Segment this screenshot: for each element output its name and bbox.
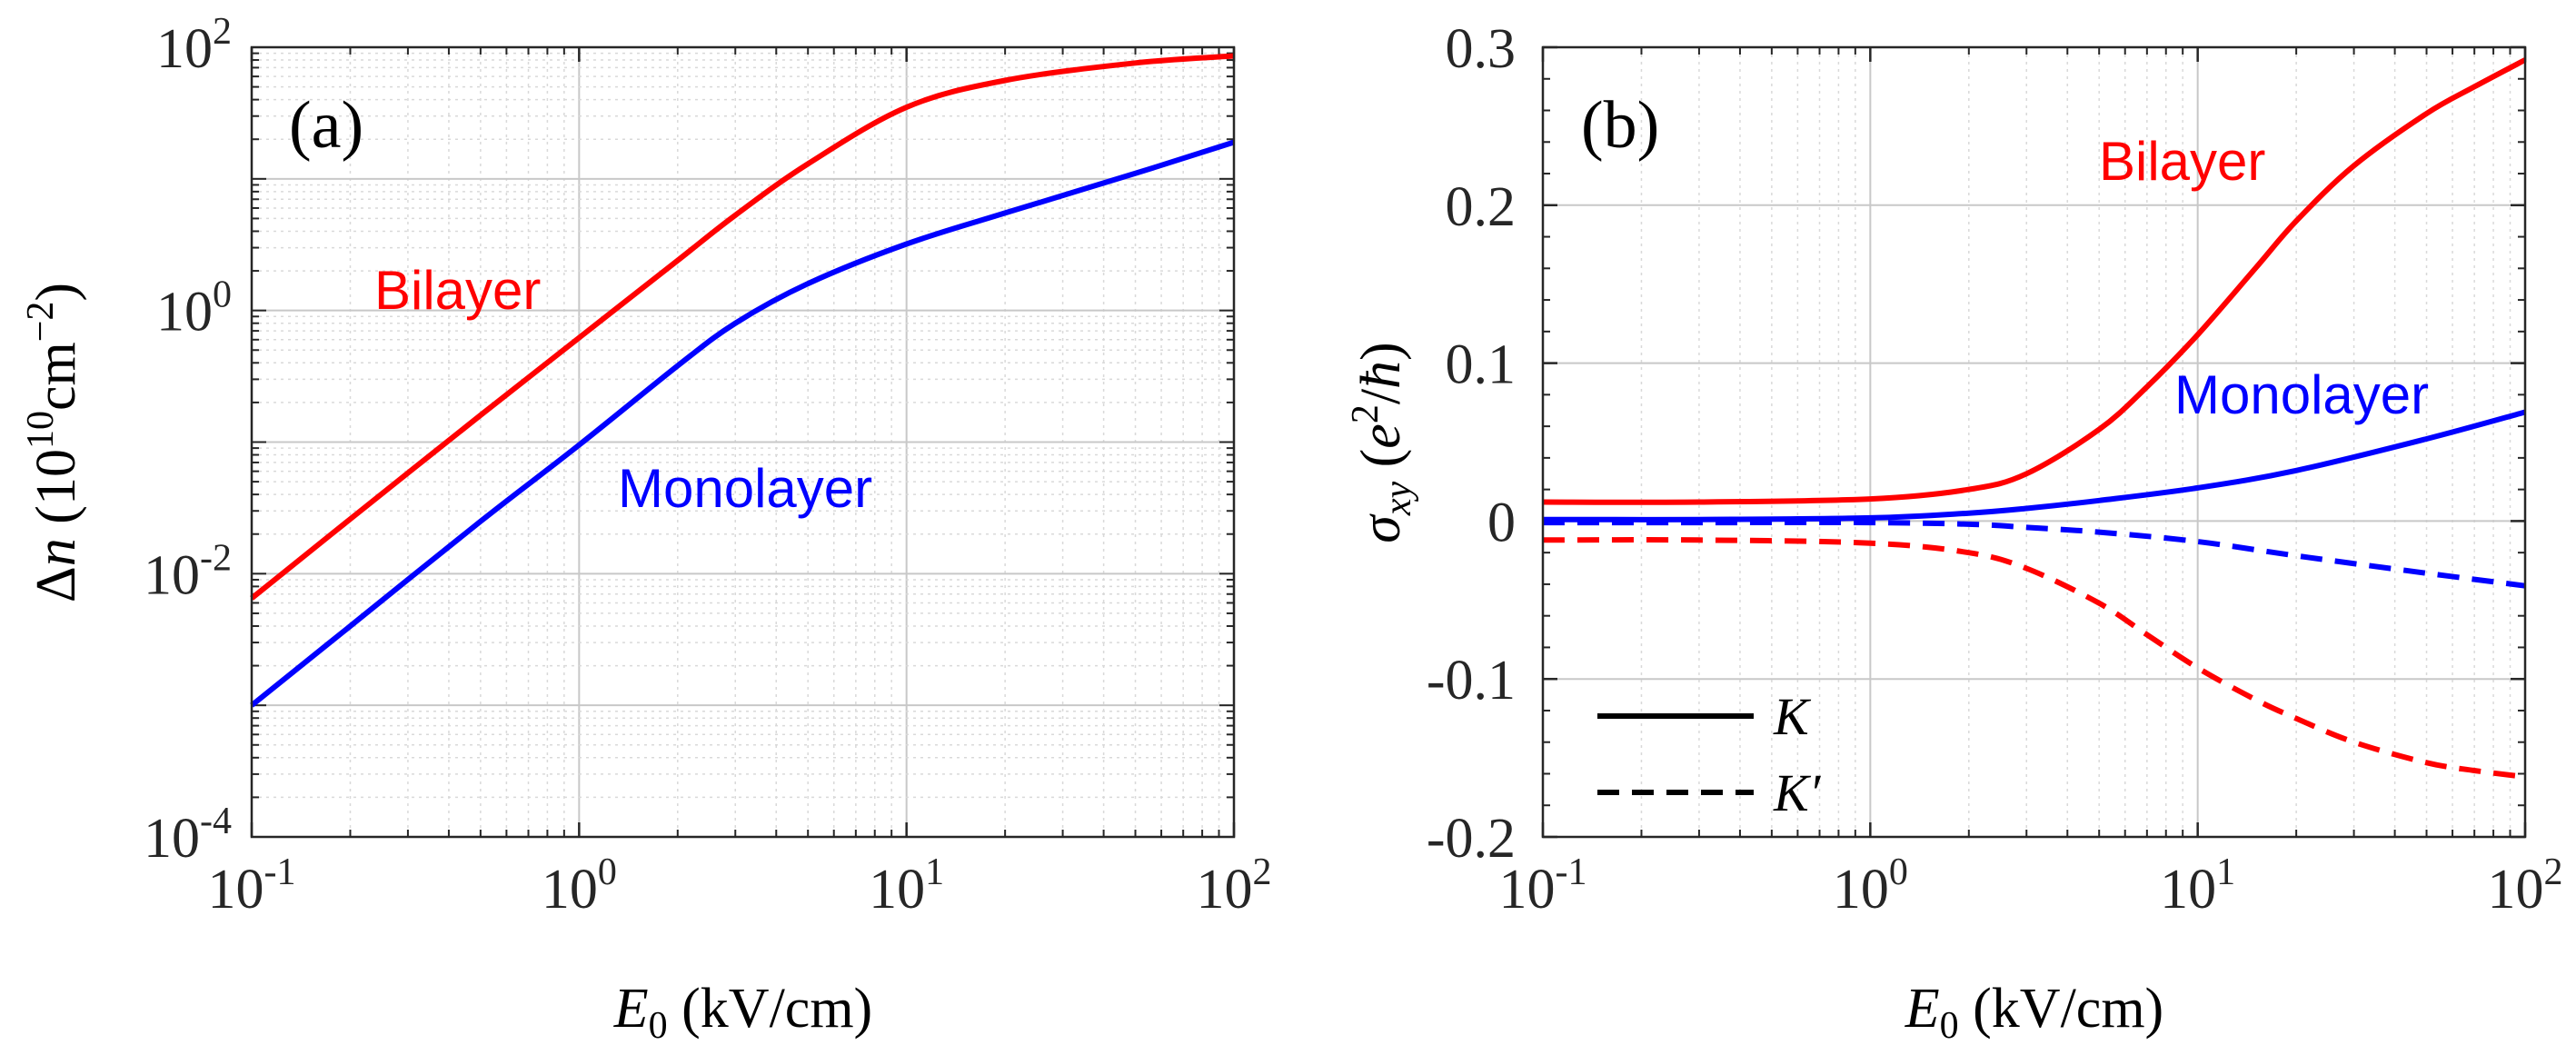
panel-b-xlabel: E0 (kV/cm) <box>1905 978 2163 1047</box>
panel-a-ylabel: Δn (1010cm−2) <box>20 283 87 602</box>
legend-label-k: K <box>1773 687 1812 746</box>
panel-b-axes-frame <box>1541 45 2527 839</box>
x-tick-label: 100 <box>542 851 617 921</box>
x-tick-label: 10-1 <box>208 851 296 921</box>
panel-b: 10-1 100 101 102 0.3 0.2 0.1 0 -0.1 -0.2 (b) Bila… <box>1345 18 2563 1047</box>
y-tick-label: 100 <box>156 274 232 343</box>
y-tick-label: 0.2 <box>1446 176 1517 238</box>
y-tick-label: 10-2 <box>144 537 232 606</box>
x-tick-label: 10-1 <box>1499 851 1587 921</box>
panel-b-annotation-bilayer: Bilayer <box>2099 131 2265 192</box>
panel-a-xlabel: E0 (kV/cm) <box>613 978 872 1047</box>
y-tick-label: 102 <box>156 11 232 80</box>
x-tick-label: 102 <box>2488 851 2563 921</box>
y-tick-label: 0.1 <box>1446 334 1517 396</box>
y-tick-label: -0.2 <box>1427 808 1516 870</box>
y-tick-label: 0.3 <box>1446 18 1517 80</box>
series-line-bilayer-k <box>1542 57 2527 505</box>
y-tick-label: 0 <box>1487 492 1516 553</box>
panel-a-grid <box>252 47 1234 837</box>
panel-a-annotation-bilayer: Bilayer <box>374 260 541 321</box>
panel-b-ylabel: σxy (e2/ħ) <box>1345 342 1419 542</box>
y-tick-label: -0.1 <box>1427 650 1516 712</box>
panel-a-series <box>250 53 1235 708</box>
panel-a-ticks: 10-1 100 101 102 10-4 10-2 100 102 <box>144 11 1272 921</box>
panel-a-axes-frame <box>250 45 1236 839</box>
panel-b-label: (b) <box>1581 88 1659 163</box>
series-line-monolayer-k <box>1542 409 2526 523</box>
x-tick-label: 101 <box>869 851 944 921</box>
series-line-monolayer <box>250 139 1235 708</box>
x-tick-label: 100 <box>1833 851 1908 921</box>
x-tick-label: 101 <box>2160 851 2235 921</box>
panel-b-annotation-monolayer: Monolayer <box>2174 364 2429 425</box>
panel-b-legend: K K′ <box>1597 687 1822 822</box>
panel-b-grid <box>1543 47 2525 837</box>
legend-label-k-prime: K′ <box>1773 763 1822 822</box>
series-line-bilayer-k- <box>1542 537 2526 780</box>
series-line-bilayer <box>250 53 1235 601</box>
series-line-monolayer-k- <box>1543 519 2526 589</box>
panel-b-ticks: 10-1 100 101 102 0.3 0.2 0.1 0 -0.1 -0.2 <box>1427 18 2563 921</box>
panel-a-annotation-monolayer: Monolayer <box>618 458 872 519</box>
panel-a-label: (a) <box>289 88 363 163</box>
y-tick-label: 10-4 <box>144 801 232 870</box>
panel-b-series <box>1542 57 2527 780</box>
x-tick-label: 102 <box>1197 851 1272 921</box>
